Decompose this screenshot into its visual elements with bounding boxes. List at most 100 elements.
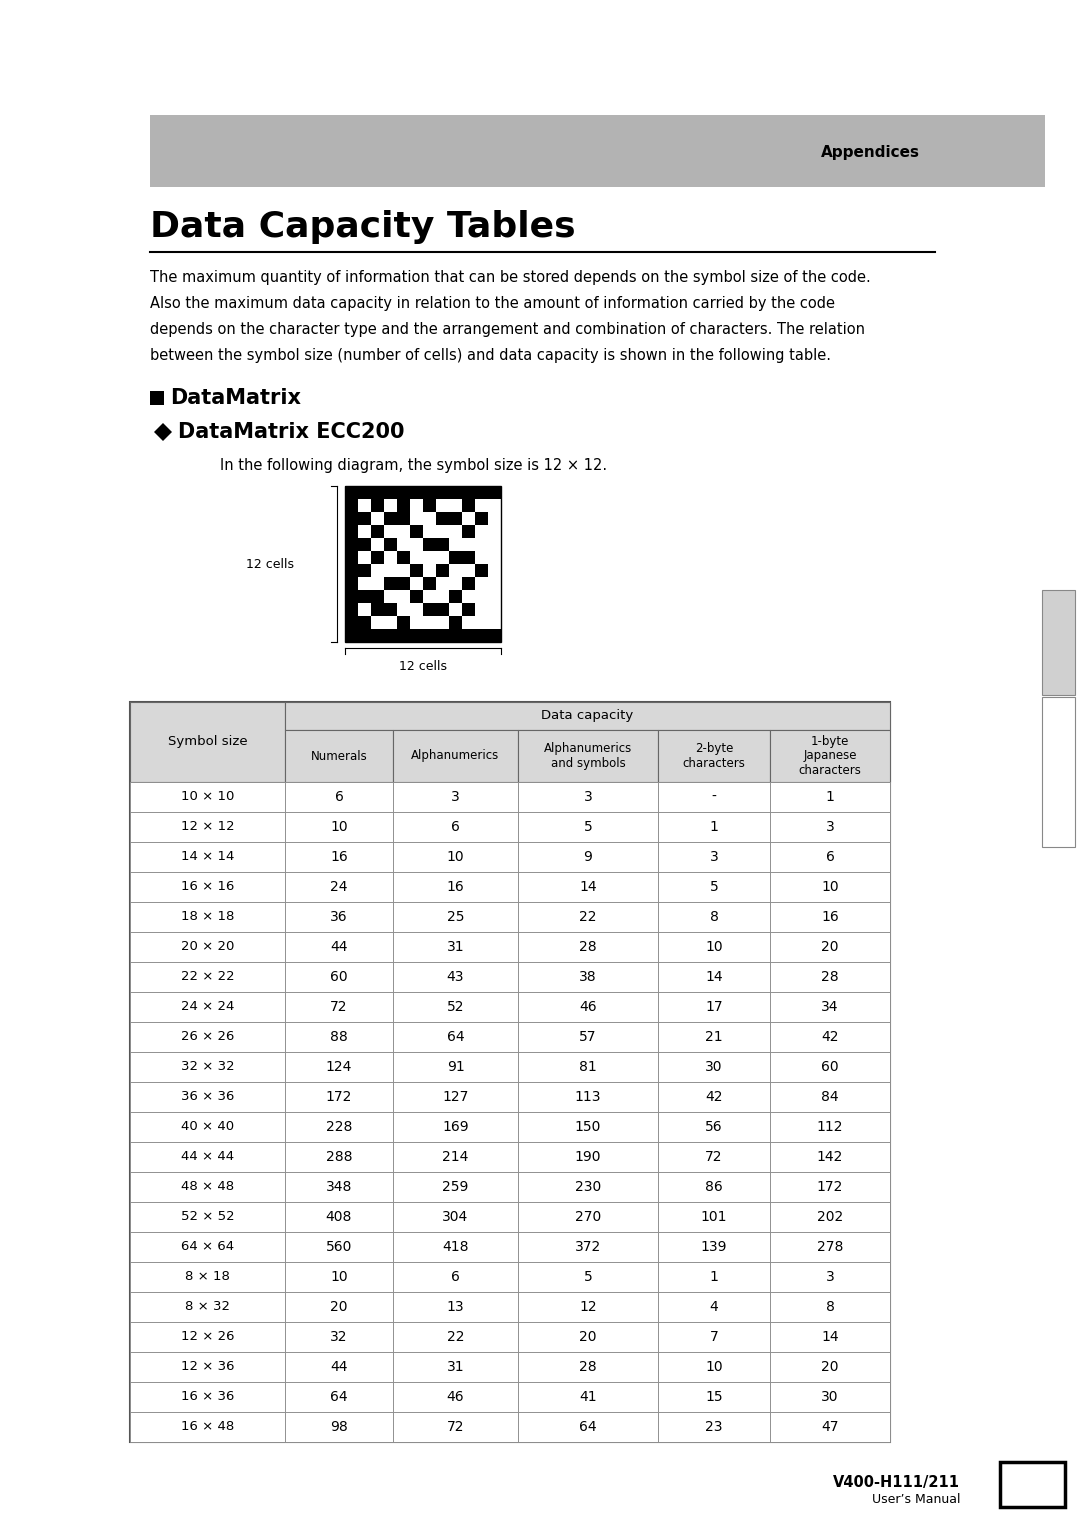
Text: 14: 14 [705,970,723,983]
Bar [372,538,384,551]
Bar [345,603,357,615]
Bar [397,589,410,603]
Bar [393,1292,518,1322]
Bar [449,589,462,603]
Bar [393,931,518,962]
Text: 190: 190 [575,1150,602,1164]
Bar [658,993,770,1022]
Text: 20: 20 [821,941,839,954]
Text: 372: 372 [575,1240,602,1254]
Bar [345,629,357,641]
Bar [410,538,423,551]
Bar [397,538,410,551]
Bar [462,615,475,629]
Text: 3: 3 [825,820,835,834]
Text: 42: 42 [821,1031,839,1044]
Text: 202: 202 [816,1209,843,1225]
Text: 91: 91 [447,1060,464,1073]
Bar [130,1322,285,1351]
Bar [770,812,890,841]
Bar [449,629,462,641]
Bar [285,1232,393,1261]
Bar [770,902,890,931]
Bar [436,512,449,525]
Bar [130,1382,285,1412]
Bar [658,1261,770,1292]
Text: 10: 10 [705,1361,723,1374]
Text: 38: 38 [579,970,597,983]
Bar [518,1322,658,1351]
Text: DataMatrix ECC200: DataMatrix ECC200 [178,421,405,441]
Bar [130,962,285,993]
Bar [130,993,285,1022]
Bar [357,551,372,563]
Text: 8: 8 [710,910,718,924]
Text: 46: 46 [447,1390,464,1403]
Bar [357,538,372,551]
Bar [130,1202,285,1232]
Bar [462,629,475,641]
Text: 52 × 52: 52 × 52 [180,1211,234,1223]
Bar [285,1202,393,1232]
Text: 16 × 36: 16 × 36 [180,1391,234,1403]
Bar [130,1173,285,1202]
Text: 9: 9 [583,851,593,864]
Text: 1: 1 [825,789,835,805]
Text: 24: 24 [330,880,348,893]
Bar [658,782,770,812]
Text: 72: 72 [447,1420,464,1434]
Bar [488,486,501,499]
Text: 8: 8 [825,1299,835,1315]
Bar [372,629,384,641]
Bar [658,1202,770,1232]
Text: Data capacity: Data capacity [541,710,634,722]
Text: 1-byte
Japanese
characters: 1-byte Japanese characters [798,734,862,777]
Bar [393,962,518,993]
Bar [518,1083,658,1112]
Bar [393,1261,518,1292]
Bar [393,993,518,1022]
Text: 42: 42 [705,1090,723,1104]
Text: 18 × 18: 18 × 18 [180,910,234,924]
Bar [384,563,397,577]
Bar [436,538,449,551]
Bar [462,577,475,589]
Bar [384,486,397,499]
Bar [488,525,501,538]
Text: 22: 22 [579,910,597,924]
Text: 12 × 36: 12 × 36 [180,1361,234,1373]
Text: 31: 31 [447,1361,464,1374]
Bar [130,902,285,931]
Bar [518,1022,658,1052]
Text: 47: 47 [821,1420,839,1434]
Bar [475,538,488,551]
Text: 28: 28 [579,941,597,954]
Text: 44 × 44: 44 × 44 [181,1150,234,1164]
Bar [423,512,436,525]
Text: 3: 3 [451,789,460,805]
Bar [285,1351,393,1382]
Bar [770,1083,890,1112]
Bar [658,1083,770,1112]
Text: 13: 13 [447,1299,464,1315]
Bar [285,1142,393,1173]
Text: 40 × 40: 40 × 40 [181,1121,234,1133]
Text: 14 × 14: 14 × 14 [180,851,234,863]
Bar [345,551,357,563]
Text: 6: 6 [451,820,460,834]
Bar [397,603,410,615]
Bar [518,962,658,993]
Bar [397,615,410,629]
Text: 14: 14 [821,1330,839,1344]
Bar [130,872,285,902]
Text: 10: 10 [330,820,348,834]
Bar [770,1173,890,1202]
Bar [384,603,397,615]
Bar [397,512,410,525]
Bar [393,1232,518,1261]
Bar [393,1052,518,1083]
Text: 43: 43 [447,970,464,983]
Bar [436,577,449,589]
Bar [462,486,475,499]
Text: 10: 10 [330,1270,348,1284]
